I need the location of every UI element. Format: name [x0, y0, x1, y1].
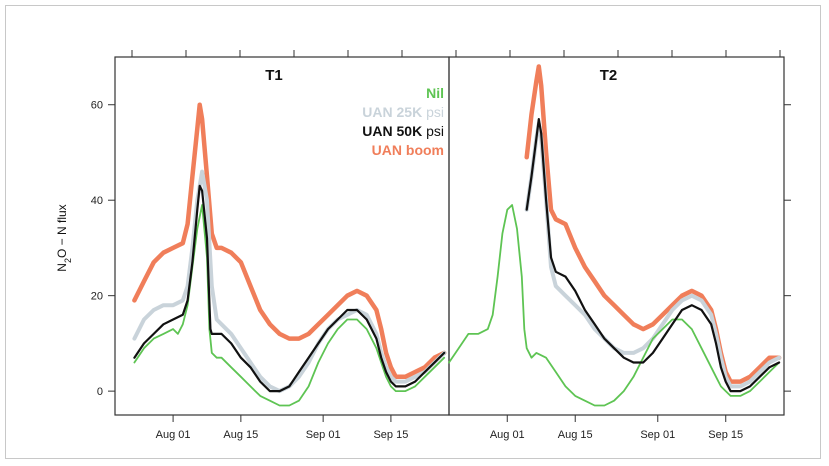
y-tick-label: 0 [97, 386, 103, 398]
y-tick-label: 60 [91, 100, 103, 112]
x-tick-label: Sep 15 [373, 429, 408, 441]
series-line-t1-uan-boom [132, 102, 447, 380]
y-tick-label: 20 [91, 291, 103, 303]
lines-layer [132, 64, 782, 407]
series-line-t1-nil [133, 204, 446, 407]
x-tick-label: Aug 01 [156, 429, 191, 441]
panel-title-t2: T2 [600, 67, 618, 84]
series-line-t2-nil [448, 204, 780, 407]
series-line-t1-uan-25k [132, 169, 447, 394]
legend-entry-uan-boom: UAN boom [372, 142, 444, 158]
legend-entry-uan-50k: UAN 50K psi [362, 123, 444, 139]
legend-label: UAN boom [372, 142, 444, 158]
legend-label: UAN 50K [362, 123, 422, 139]
legend-entry-nil: Nil [426, 85, 444, 101]
x-tick-label: Aug 01 [490, 429, 525, 441]
legend-label: UAN 25K [362, 104, 422, 120]
figure-frame [5, 5, 821, 459]
panel-title-t1: T1 [265, 67, 283, 84]
x-tick-label: Aug 15 [558, 429, 593, 441]
y-tick-label: 40 [91, 195, 103, 207]
panel-box-2 [448, 56, 785, 416]
series-line-t2-uan-25k [524, 121, 782, 389]
x-tick-label: Sep 01 [306, 429, 341, 441]
axes-layer: 0 20 40 60 T1 Aug 01 Aug 15 Sep 01 Sep 15 T2 Aug 0… [91, 50, 791, 441]
x-tick-label: Aug 15 [223, 429, 258, 441]
legend-label: Nil [426, 85, 444, 101]
x-tick-label: Sep 01 [640, 429, 675, 441]
x-tick-label: Sep 15 [708, 429, 743, 441]
y-axis-label: N2O − N flux [55, 204, 73, 271]
legend-suffix: psi [422, 104, 444, 120]
legend-entry-uan-25k: UAN 25K psi [362, 104, 444, 120]
series-line-t2-uan-boom [524, 64, 782, 384]
series-line-t2-uan-50k [525, 118, 781, 393]
series-line-t1-uan-50k [133, 184, 446, 393]
legend-suffix: psi [422, 123, 444, 139]
